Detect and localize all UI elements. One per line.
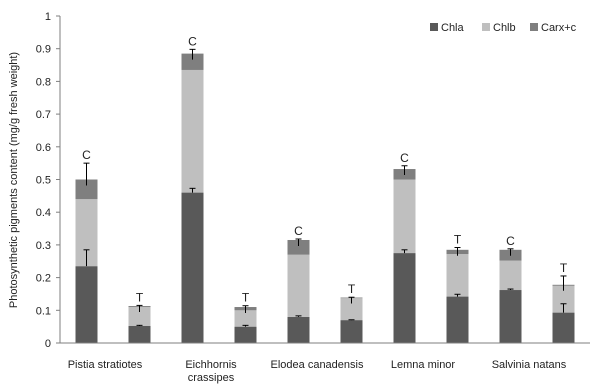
legend-label: Carx+c — [541, 22, 577, 34]
category-label: crassipes — [188, 372, 235, 384]
bar-annotation: C — [506, 234, 515, 248]
y-tick-label: 0.2 — [36, 273, 51, 285]
y-tick-label: 0 — [45, 338, 51, 350]
bar-annotation: C — [400, 151, 409, 165]
bar-segment-chla — [128, 325, 151, 343]
y-tick-label: 0.4 — [36, 207, 51, 219]
y-tick-label: 0.9 — [36, 44, 51, 56]
legend-label: Chla — [441, 22, 465, 34]
bar-segment-chla — [552, 312, 575, 343]
bar-annotation: C — [188, 34, 197, 48]
bar-segment-carx-c — [75, 179, 98, 200]
category-label: Pistia stratiotes — [68, 359, 143, 371]
y-tick-label: 0.5 — [36, 175, 51, 187]
y-tick-label: 0.1 — [36, 305, 51, 317]
bar-segment-carx-c — [287, 239, 310, 255]
bar-segment-chlb — [340, 298, 363, 321]
bar-segment-chlb — [287, 254, 310, 317]
bar-segment-chlb — [75, 199, 98, 267]
bar-segment-chla — [75, 266, 98, 343]
bar-segment-chla — [181, 192, 204, 343]
legend: Chla Chlb Carx+c — [430, 22, 577, 34]
y-tick-label: 1 — [45, 11, 51, 23]
legend-label: Chlb — [493, 22, 516, 34]
bar-annotation: T — [136, 290, 144, 304]
bar-segment-chla — [340, 320, 363, 343]
bar-annotation: T — [454, 233, 462, 247]
category-label: Eichhornis — [185, 359, 237, 371]
category-label: Lemna minor — [391, 359, 456, 371]
bar-annotation: C — [294, 224, 303, 238]
bar-segment-chlb — [234, 310, 257, 327]
bar-annotation: T — [560, 261, 568, 275]
bar-segment-carx-c — [181, 53, 204, 70]
y-axis-ticks: 0 0.1 0.2 0.3 0.4 0.5 0.6 0.7 0.8 0.9 1 — [36, 11, 60, 350]
bar-segment-chla — [393, 253, 416, 343]
bar-segment-chla — [287, 316, 310, 343]
bar-segment-chla — [234, 326, 257, 343]
category-label: Salvinia natans — [492, 359, 567, 371]
legend-swatch — [530, 23, 538, 31]
y-tick-label: 0.3 — [36, 240, 51, 252]
legend-swatch — [430, 23, 438, 31]
category-label: Elodea canadensis — [271, 359, 364, 371]
y-tick-label: 0.8 — [36, 76, 51, 88]
y-tick-label: 0.6 — [36, 142, 51, 154]
bar-annotation: C — [82, 148, 91, 162]
bar-segment-chlb — [446, 254, 469, 297]
y-axis-title: Photosynthetic pigments content (mg/g fr… — [8, 52, 20, 308]
bar-segment-chlb — [552, 285, 575, 313]
bar-segment-chlb — [128, 307, 151, 326]
y-tick-label: 0.7 — [36, 109, 51, 121]
bar-segment-chla — [446, 296, 469, 343]
bar-annotation: T — [242, 291, 250, 305]
legend-swatch — [482, 23, 490, 31]
bar-segment-chlb — [181, 69, 204, 193]
bar-annotation: T — [348, 282, 356, 296]
axes — [59, 16, 590, 344]
bar-segment-chla — [499, 290, 522, 343]
bar-segment-chlb — [499, 260, 522, 291]
bar-segment-chlb — [393, 179, 416, 254]
bars-group: C T C T C T C T C T — [75, 34, 575, 343]
